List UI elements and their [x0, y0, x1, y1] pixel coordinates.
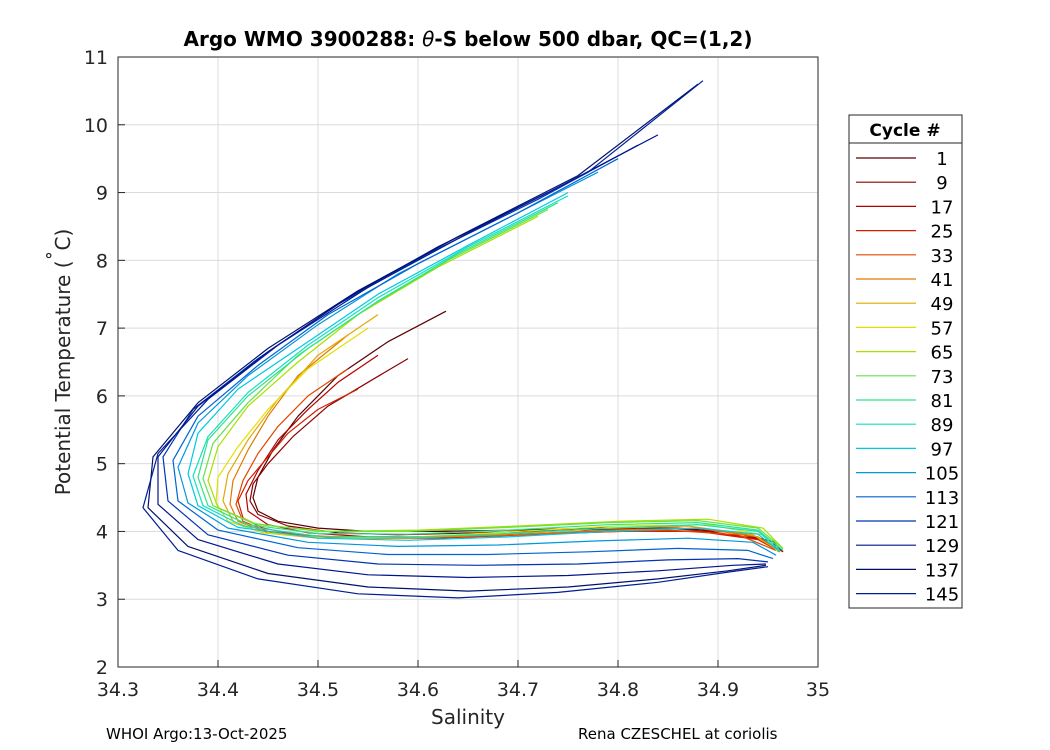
y-axis-label-prefix: Potential Temperature ( — [51, 260, 75, 495]
y-tick-label: 11 — [84, 47, 108, 69]
series-line-cycle-89 — [192, 195, 781, 551]
y-tick-label: 5 — [96, 454, 108, 476]
x-axis-label: Salinity — [431, 705, 505, 729]
plot-frame — [117, 56, 819, 668]
legend-label: 25 — [931, 222, 954, 243]
legend-label: 113 — [925, 488, 959, 509]
series-line-cycle-81 — [197, 202, 784, 551]
x-tick-label: 34.8 — [597, 679, 639, 701]
series-line-cycle-113 — [172, 158, 774, 560]
series-line-cycle-105 — [177, 171, 777, 556]
y-tick-label: 3 — [96, 589, 108, 611]
legend: Cycle # 1 9 17 25 33 41 49 57 65 73 81 89 97 105 113 12… — [848, 114, 963, 609]
plot-background — [118, 57, 818, 667]
series-line-cycle-145 — [142, 80, 769, 599]
y-axis-ticks: 2 3 4 5 6 7 8 9 10 11 — [84, 47, 125, 679]
legend-label: 137 — [925, 560, 959, 581]
legend-label: 97 — [931, 439, 954, 460]
legend-label: 145 — [925, 585, 959, 606]
legend-label: 89 — [931, 415, 954, 436]
legend-label: 9 — [936, 173, 947, 194]
series-line-cycle-17 — [245, 354, 784, 553]
y-tick-label: 4 — [96, 521, 108, 543]
legend-label: 41 — [931, 270, 954, 291]
x-tick-label: 35 — [806, 679, 830, 701]
legend-label: 121 — [925, 512, 959, 533]
x-tick-label: 34.6 — [397, 679, 439, 701]
chart-title: Argo WMO 3900288: θ-S below 500 dbar, QC… — [184, 27, 753, 51]
y-tick-label: 7 — [96, 318, 108, 340]
x-tick-label: 34.4 — [197, 679, 239, 701]
y-tick-label: 10 — [84, 115, 108, 137]
legend-label: 57 — [931, 318, 954, 339]
legend-label: 49 — [931, 294, 954, 315]
legend-label: 65 — [931, 343, 954, 364]
series-line-cycle-97 — [187, 192, 781, 553]
legend-title: Cycle # — [869, 121, 940, 141]
y-tick-label: 2 — [96, 657, 108, 679]
x-tick-label: 34.5 — [297, 679, 339, 701]
plot-area: 34.3 34.4 34.5 34.6 34.7 34.8 34.9 35 2 3 4 5 6 7 8 9 1… — [84, 47, 830, 701]
y-tick-label: 9 — [96, 183, 108, 205]
footer-source-date: WHOI Argo:13-Oct-2025 — [106, 725, 288, 743]
y-tick-label: 8 — [96, 250, 108, 272]
legend-label: 1 — [936, 149, 947, 170]
x-tick-label: 34.3 — [97, 679, 139, 701]
legend-entries: 1 9 17 25 33 41 49 57 65 73 81 89 97 105 113 121 129 137 1… — [856, 149, 959, 606]
y-axis-label-suffix: C) — [51, 229, 75, 251]
x-axis-ticks: 34.3 34.4 34.5 34.6 34.7 34.8 34.9 35 — [97, 660, 830, 701]
chart-title-theta: θ — [422, 27, 434, 51]
legend-label: 33 — [931, 246, 954, 267]
x-tick-label: 34.9 — [697, 679, 739, 701]
series-lines — [142, 80, 784, 599]
legend-label: 73 — [931, 367, 954, 388]
chart-title-prefix: Argo WMO 3900288: — [184, 27, 423, 51]
series-line-cycle-137 — [147, 83, 767, 592]
legend-box — [848, 114, 963, 609]
legend-label: 17 — [931, 197, 954, 218]
legend-label: 81 — [931, 391, 954, 412]
chart-title-suffix: -S below 500 dbar, QC=(1,2) — [434, 27, 752, 51]
legend-label: 105 — [925, 464, 959, 485]
x-tick-label: 34.7 — [497, 679, 539, 701]
y-axis-label-degree: ˚ — [45, 250, 69, 260]
y-tick-label: 6 — [96, 386, 108, 408]
footer-credit: Rena CZESCHEL at coriolis — [578, 725, 778, 743]
legend-label: 129 — [925, 536, 959, 557]
y-axis-label: Potential Temperature (˚C) — [45, 229, 75, 496]
